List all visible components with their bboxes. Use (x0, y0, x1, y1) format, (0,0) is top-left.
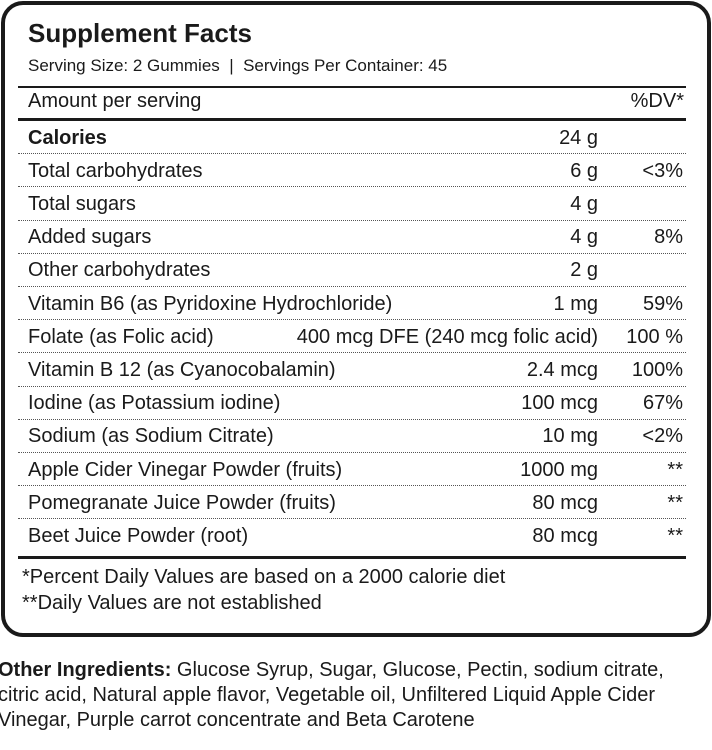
header-cell: %DV* (630, 90, 684, 112)
footnote: **Daily Values are not established (22, 592, 322, 614)
daily-value: 100% (631, 359, 683, 381)
serving-info: Serving Size: 2 Gummies | Servings Per C… (28, 56, 448, 75)
nutrient-name: Pomegranate Juice Powder (fruits) (28, 491, 336, 514)
other-ingredients: Other Ingredients: Glucose Syrup, Sugar,… (0, 658, 688, 733)
amount: 2 g (570, 259, 598, 282)
amount: 24 g (559, 126, 598, 149)
amount: 400 mcg DFE (240 mcg folic acid) (296, 325, 598, 348)
row-divider (18, 385, 686, 387)
amount: 10 mg (542, 425, 598, 448)
row-divider (18, 352, 686, 354)
row-divider (18, 418, 686, 420)
amount: 80 mcg (532, 525, 598, 547)
divider (18, 556, 686, 559)
row-divider (18, 518, 686, 520)
row-divider (18, 252, 686, 254)
nutrient-name: Calories (28, 126, 107, 149)
amount: 4 g (570, 193, 598, 215)
nutrient-name: Added sugars (28, 226, 152, 249)
nutrient-name: Iodine (as Potassium iodine) (28, 392, 281, 415)
other-label: Other Ingredients: (0, 659, 172, 681)
daily-value: <2% (642, 425, 683, 448)
row-divider (18, 485, 686, 487)
nutrient-name: Sodium (as Sodium Citrate) (28, 425, 274, 448)
amount: 2.4 mcg (526, 359, 598, 381)
footnote: *Percent Daily Values are based on a 200… (22, 566, 506, 588)
row-divider (18, 186, 686, 188)
nutrient-name: Total sugars (28, 193, 136, 215)
daily-value: 100 % (626, 325, 683, 348)
amount: 4 g (570, 226, 598, 249)
title: Supplement Facts (28, 18, 252, 48)
row-divider (18, 153, 686, 155)
amount: 1000 mg (520, 458, 598, 481)
divider (18, 118, 686, 121)
daily-value: 8% (654, 226, 683, 249)
amount: 80 mcg (532, 491, 598, 514)
daily-value: <3% (642, 159, 683, 182)
row-divider (18, 219, 686, 221)
row-divider (18, 319, 686, 321)
row-divider (18, 452, 686, 453)
daily-value: ** (667, 458, 683, 481)
row-divider (18, 286, 686, 287)
daily-value: 59% (642, 292, 683, 315)
amount: 6 g (570, 159, 598, 182)
daily-value: 67% (642, 392, 683, 415)
label-box (1, 1, 711, 637)
nutrient-name: Vitamin B6 (as Pyridoxine Hydrochloride) (28, 292, 393, 315)
daily-value: ** (667, 491, 683, 514)
divider (18, 86, 686, 88)
other-text: Glucose Syrup, Sugar, Glucose, Pectin, s… (0, 659, 664, 731)
nutrient-name: Folate (as Folic acid) (28, 325, 214, 348)
nutrient-name: Other carbohydrates (28, 259, 211, 282)
header-cell: Amount per serving (28, 90, 202, 112)
nutrient-name: Total carbohydrates (28, 159, 203, 182)
nutrient-name: Apple Cider Vinegar Powder (fruits) (28, 458, 343, 481)
nutrient-name: Vitamin B 12 (as Cyanocobalamin) (28, 359, 336, 381)
amount: 1 mg (553, 292, 598, 315)
nutrient-name: Beet Juice Powder (root) (28, 525, 249, 547)
daily-value: ** (667, 525, 683, 547)
amount: 100 mcg (521, 392, 598, 415)
